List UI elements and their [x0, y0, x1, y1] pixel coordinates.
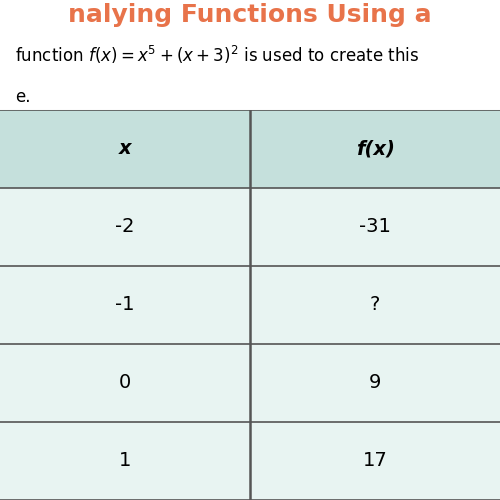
Text: -1: -1	[115, 296, 135, 314]
Bar	[0, 266, 500, 344]
Text: 0: 0	[119, 374, 131, 392]
Text: 1: 1	[119, 452, 131, 470]
Text: 9: 9	[369, 374, 381, 392]
Text: f(x): f(x)	[356, 140, 395, 158]
Text: function $f(x) = x^5 + (x + 3)^2$ is used to create this: function $f(x) = x^5 + (x + 3)^2$ is use…	[15, 44, 419, 66]
Bar	[0, 422, 500, 500]
Text: ?: ?	[370, 296, 380, 314]
Bar	[0, 344, 500, 422]
Text: -2: -2	[115, 218, 135, 236]
Text: x: x	[118, 140, 132, 158]
Bar	[0, 110, 500, 188]
Text: nalying Functions Using a: nalying Functions Using a	[68, 3, 432, 27]
Text: e.: e.	[15, 88, 30, 106]
Bar	[0, 188, 500, 266]
Text: 17: 17	[362, 452, 388, 470]
Text: -31: -31	[359, 218, 391, 236]
